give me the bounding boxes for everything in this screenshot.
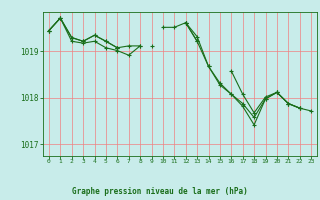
Text: Graphe pression niveau de la mer (hPa): Graphe pression niveau de la mer (hPa) (72, 187, 248, 196)
